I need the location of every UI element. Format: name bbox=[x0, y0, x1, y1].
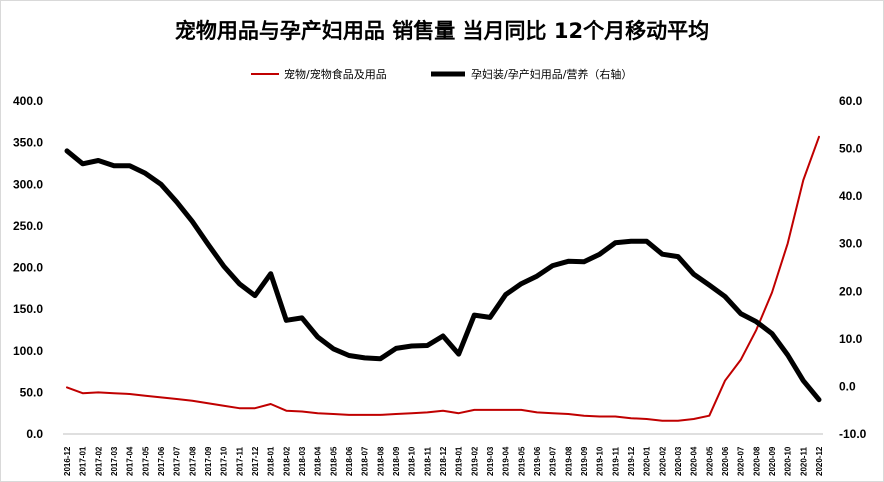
y-left-tick-label: 100.0 bbox=[13, 344, 43, 358]
y-left-tick-label: 0.0 bbox=[26, 427, 43, 441]
x-tick-label: 2017-08 bbox=[188, 446, 197, 476]
x-tick-label: 2017-09 bbox=[204, 446, 213, 476]
x-tick-label: 2016-12 bbox=[63, 446, 72, 476]
legend: 宠物/宠物食品及用品 孕妇装/孕产妇用品/营养（右轴） bbox=[251, 67, 632, 81]
x-tick-label: 2018-03 bbox=[298, 446, 307, 476]
x-tick-label: 2019-04 bbox=[502, 446, 511, 476]
x-tick-label: 2019-08 bbox=[564, 446, 573, 476]
y-left-tick-label: 250.0 bbox=[13, 219, 43, 233]
y-left-axis: 0.0 50.0 100.0 150.0 200.0 250.0 300.0 350.0 400… bbox=[13, 94, 43, 441]
x-tick-label: 2020-10 bbox=[784, 446, 793, 476]
y-left-tick-label: 150.0 bbox=[13, 302, 43, 316]
x-tick-label: 2017-02 bbox=[94, 446, 103, 476]
y-left-tick-label: 200.0 bbox=[13, 261, 43, 275]
x-tick-label: 2020-01 bbox=[643, 446, 652, 476]
x-tick-label: 2019-12 bbox=[627, 446, 636, 476]
y-right-tick-label: 60.0 bbox=[839, 94, 863, 108]
x-tick-label: 2019-09 bbox=[580, 446, 589, 476]
x-tick-label: 2020-11 bbox=[799, 447, 808, 476]
x-tick-label: 2019-10 bbox=[596, 446, 605, 476]
x-tick-label: 2017-01 bbox=[79, 446, 88, 476]
x-tick-label: 2018-05 bbox=[329, 446, 338, 476]
x-tick-label: 2017-12 bbox=[251, 446, 260, 476]
x-tick-label: 2017-10 bbox=[220, 446, 229, 476]
x-tick-label: 2018-07 bbox=[361, 446, 370, 476]
x-tick-label: 2019-03 bbox=[486, 446, 495, 476]
x-tick-label: 2017-07 bbox=[173, 446, 182, 476]
x-tick-label: 2019-07 bbox=[549, 446, 558, 476]
x-tick-label: 2018-11 bbox=[423, 447, 432, 476]
x-tick-label: 2019-02 bbox=[470, 446, 479, 476]
x-tick-label: 2020-03 bbox=[674, 446, 683, 476]
x-tick-label: 2019-11 bbox=[611, 447, 620, 476]
y-right-axis: -10.0 0.0 10.0 20.0 30.0 40.0 50.0 60.0 bbox=[839, 94, 867, 441]
y-right-tick-label: 0.0 bbox=[839, 379, 856, 393]
x-tick-label: 2019-01 bbox=[455, 446, 464, 476]
x-tick-label: 2018-06 bbox=[345, 446, 354, 476]
x-axis: 2016-12 2017-01 2017-02 2017-03 2017-04 2017-… bbox=[63, 446, 824, 476]
y-right-tick-label: 30.0 bbox=[839, 237, 863, 251]
y-right-tick-label: -10.0 bbox=[839, 427, 867, 441]
legend-label-1: 宠物/宠物食品及用品 bbox=[284, 67, 387, 81]
x-tick-label: 2018-02 bbox=[282, 446, 291, 476]
x-tick-label: 2018-12 bbox=[439, 446, 448, 476]
x-tick-label: 2020-07 bbox=[737, 446, 746, 476]
x-tick-label: 2020-12 bbox=[815, 446, 824, 476]
x-tick-label: 2017-06 bbox=[157, 446, 166, 476]
x-tick-label: 2020-08 bbox=[752, 446, 761, 476]
x-tick-label: 2020-05 bbox=[705, 446, 714, 476]
y-right-tick-label: 50.0 bbox=[839, 142, 863, 156]
y-left-tick-label: 50.0 bbox=[20, 385, 44, 399]
series-layer bbox=[64, 135, 822, 422]
y-right-tick-label: 10.0 bbox=[839, 332, 863, 346]
x-tick-label: 2020-09 bbox=[768, 446, 777, 476]
x-tick-label: 2017-11 bbox=[235, 447, 244, 476]
y-right-tick-label: 40.0 bbox=[839, 189, 863, 203]
x-tick-label: 2018-08 bbox=[376, 446, 385, 476]
x-tick-label: 2018-01 bbox=[267, 446, 276, 476]
series-line-1 bbox=[66, 135, 820, 422]
y-left-tick-label: 350.0 bbox=[13, 136, 43, 150]
legend-label-2: 孕妇装/孕产妇用品/营养（右轴） bbox=[471, 67, 632, 81]
chart-title: 宠物用品与孕产妇用品 销售量 当月同比 12个月移动平均 bbox=[175, 19, 709, 43]
y-left-tick-label: 400.0 bbox=[13, 94, 43, 108]
y-left-tick-label: 300.0 bbox=[13, 177, 43, 191]
x-tick-label: 2020-04 bbox=[690, 446, 699, 476]
y-right-tick-label: 20.0 bbox=[839, 284, 863, 298]
series-line-2 bbox=[64, 148, 822, 403]
x-tick-label: 2017-05 bbox=[141, 446, 150, 476]
x-tick-label: 2020-06 bbox=[721, 446, 730, 476]
x-tick-label: 2018-04 bbox=[314, 446, 323, 476]
x-tick-label: 2019-05 bbox=[517, 446, 526, 476]
x-tick-label: 2018-09 bbox=[392, 446, 401, 476]
x-tick-label: 2017-04 bbox=[126, 446, 135, 476]
x-tick-label: 2019-06 bbox=[533, 446, 542, 476]
x-tick-label: 2018-10 bbox=[408, 446, 417, 476]
x-tick-label: 2020-02 bbox=[658, 446, 667, 476]
x-tick-label: 2017-03 bbox=[110, 446, 119, 476]
